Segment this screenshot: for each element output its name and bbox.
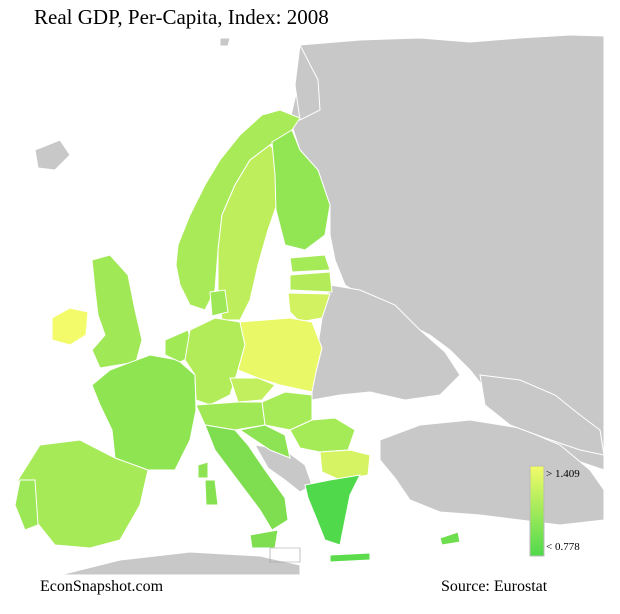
- denmark-region: [209, 289, 229, 317]
- data-regions: [14, 109, 461, 563]
- germany-region: [184, 317, 246, 406]
- legend-min-label: < 0.778: [546, 541, 580, 553]
- map-title: Real GDP, Per-Capita, Index: 2008: [34, 5, 329, 29]
- sardinia-region: [204, 479, 219, 506]
- source-credit: Source: Eurostat: [441, 578, 548, 595]
- turkey-region: [379, 419, 605, 526]
- iceland-region: [34, 139, 71, 171]
- corsica-region: [197, 461, 209, 479]
- bulgaria-region: [319, 449, 371, 481]
- czechia-region: [229, 377, 276, 403]
- estonia-region: [289, 254, 331, 273]
- romania-region: [289, 417, 356, 453]
- legend-gradient-bar: [529, 465, 545, 557]
- caucasus-region: [479, 374, 605, 456]
- legend-max-label: > 1.409: [546, 468, 580, 480]
- cyprus-region: [439, 531, 461, 546]
- north-africa-region: [59, 551, 301, 576]
- sicily-region: [249, 529, 279, 549]
- finland-region: [271, 129, 331, 251]
- poland-region: [237, 317, 323, 393]
- italy-region: [204, 424, 289, 531]
- norway-north-region: [294, 43, 321, 121]
- latvia-region: [289, 271, 333, 293]
- france-region: [91, 354, 197, 471]
- site-credit: EconSnapshot.com: [40, 578, 164, 595]
- ireland-region: [51, 307, 89, 346]
- slovenia-croatia-region: [238, 424, 291, 459]
- non-data-regions: [34, 34, 605, 576]
- lithuania-region: [287, 292, 331, 323]
- svalbard-region: [219, 37, 231, 47]
- greece-region: [304, 474, 361, 546]
- malta-region: [269, 547, 301, 563]
- crete-region: [329, 552, 371, 563]
- uk-region: [91, 254, 143, 369]
- portugal-region: [14, 479, 39, 531]
